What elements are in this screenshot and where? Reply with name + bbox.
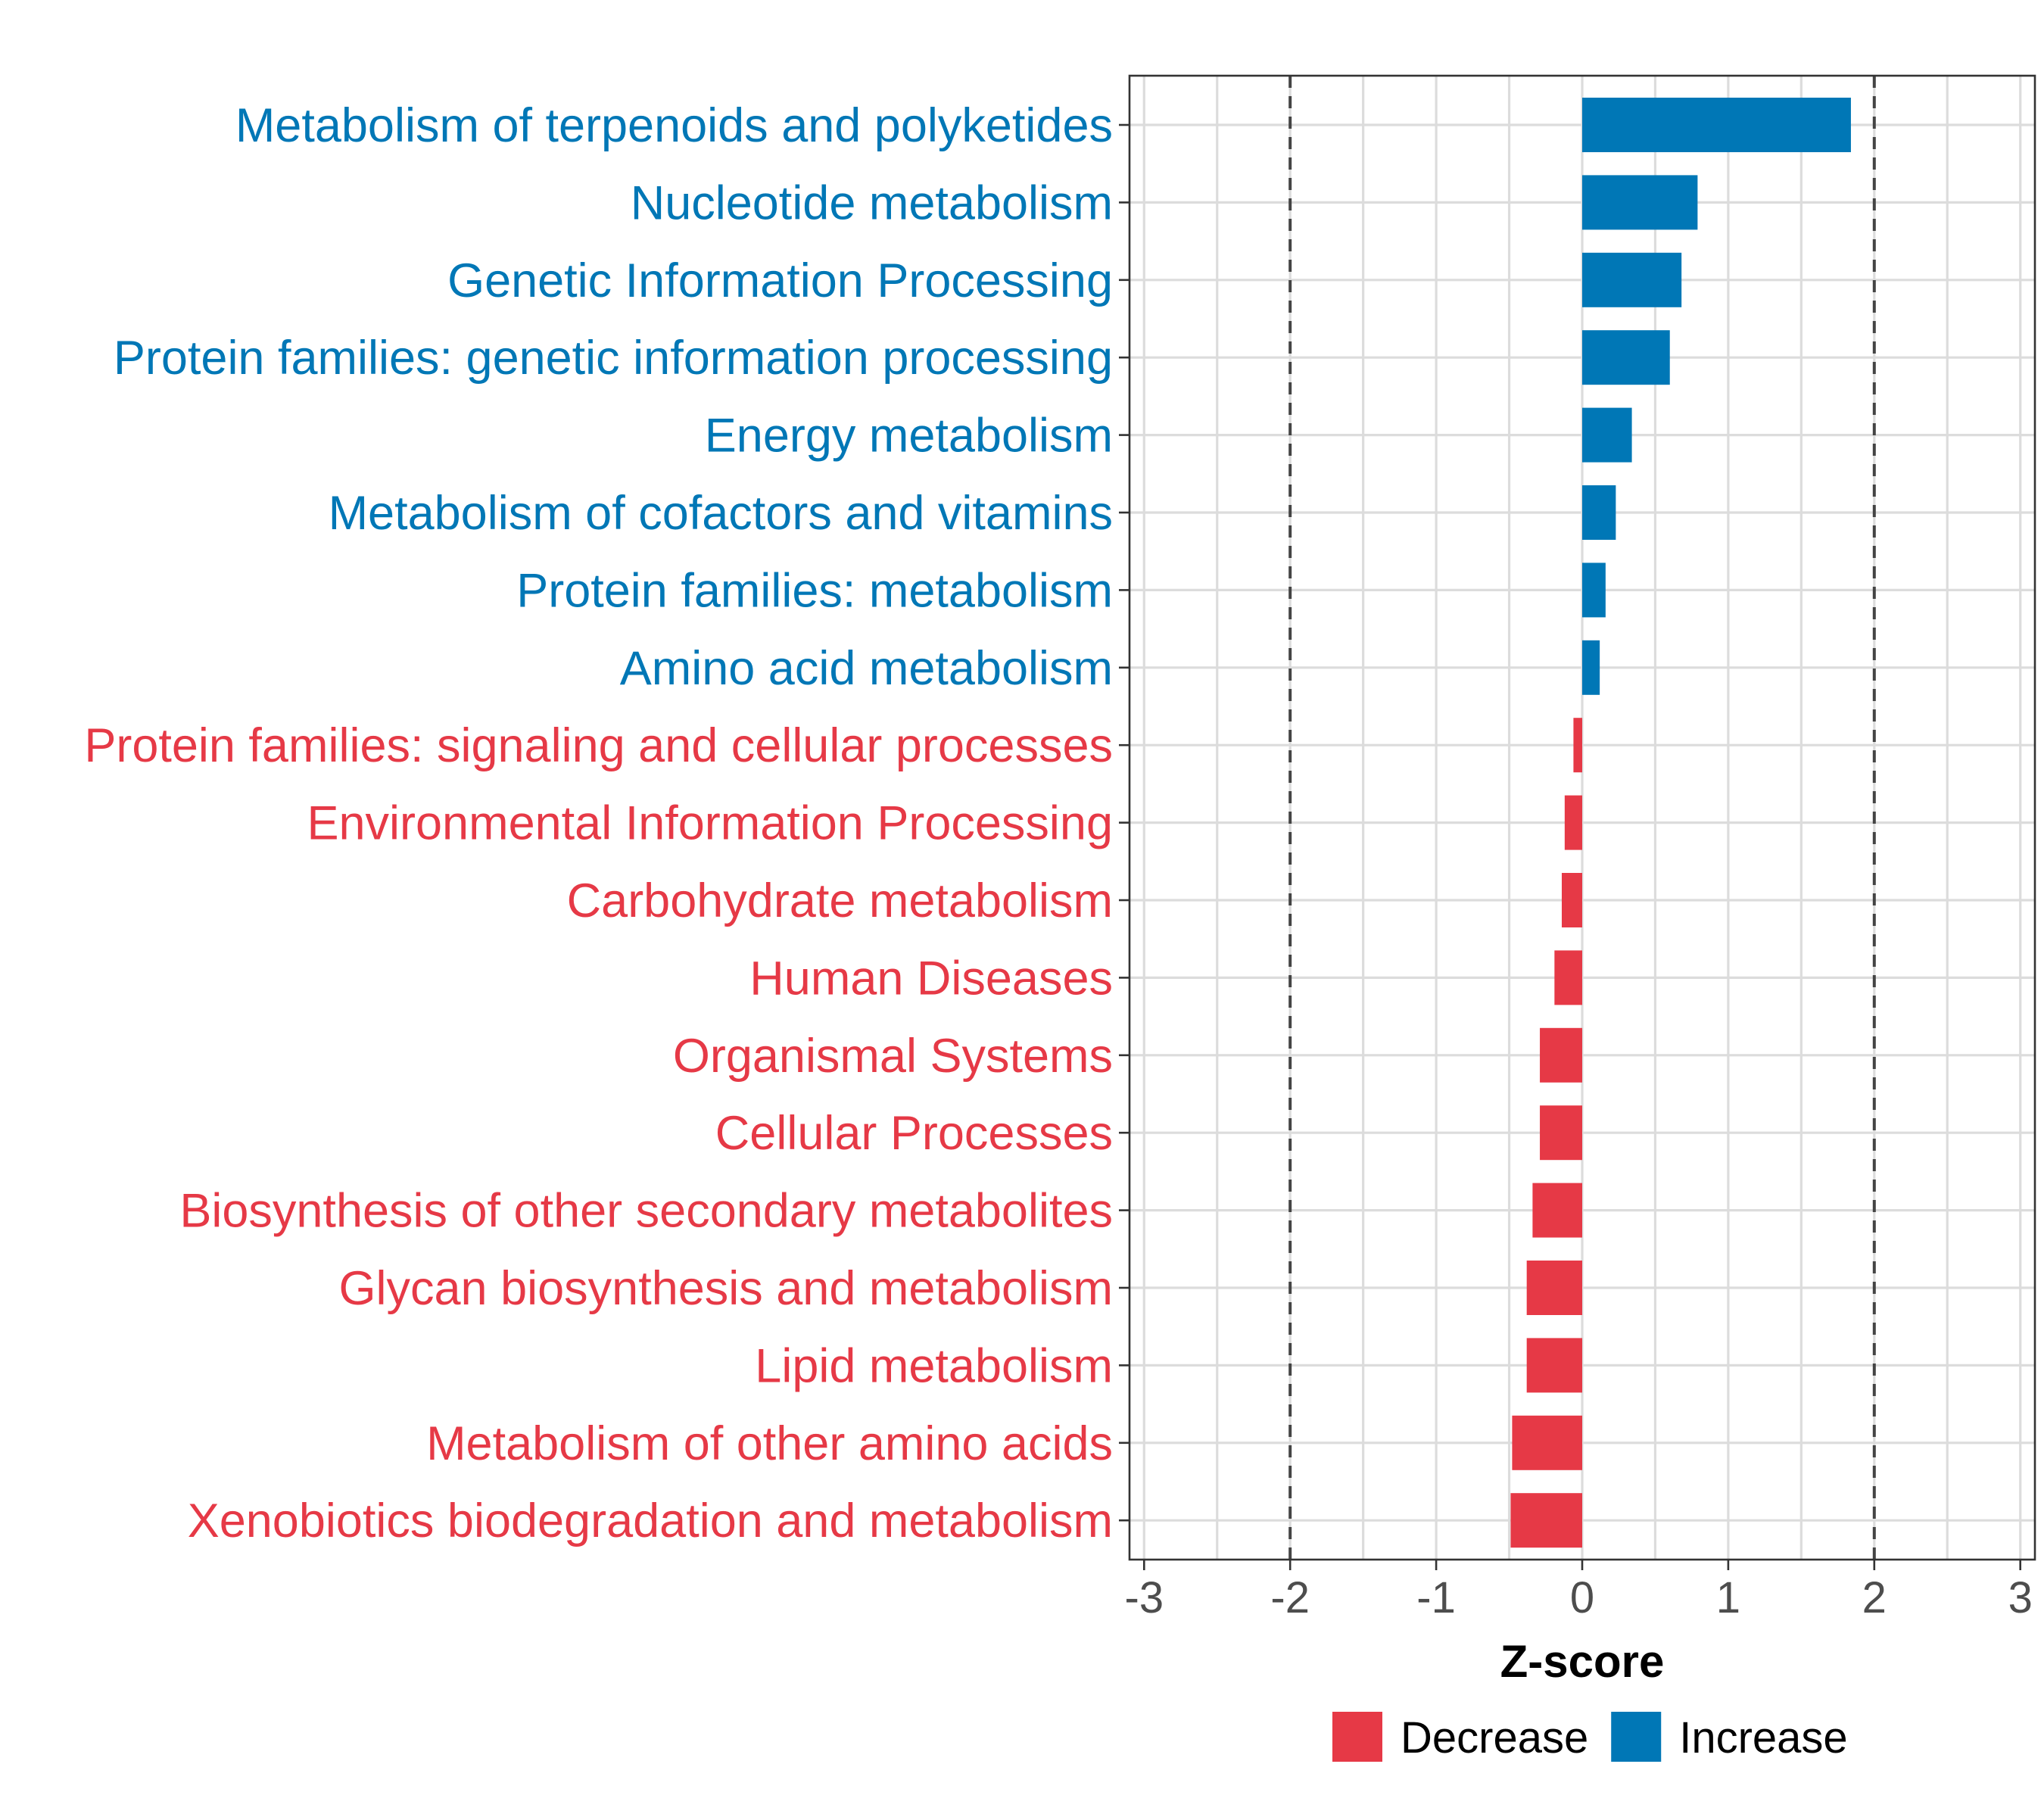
bar <box>1561 873 1582 927</box>
bar <box>1512 1415 1582 1470</box>
category-label: Human Diseases <box>749 952 1113 1005</box>
bar <box>1540 1027 1582 1083</box>
x-tick-label: 3 <box>2008 1573 2033 1622</box>
x-tick-label: -3 <box>1125 1573 1164 1622</box>
category-label: Protein families: genetic information pr… <box>114 332 1113 385</box>
category-label: Metabolism of terpenoids and polyketides <box>235 99 1113 152</box>
category-label: Organismal Systems <box>673 1030 1113 1083</box>
bar <box>1582 485 1616 540</box>
x-tick-label: -2 <box>1270 1573 1310 1622</box>
x-tick-label: 0 <box>1570 1573 1594 1622</box>
legend-label: Decrease <box>1401 1713 1588 1762</box>
bar <box>1582 640 1600 695</box>
category-label: Lipid metabolism <box>755 1339 1113 1392</box>
category-label: Energy metabolism <box>705 410 1113 463</box>
category-label: Nucleotide metabolism <box>631 176 1113 229</box>
bar <box>1540 1105 1582 1161</box>
category-label: Metabolism of cofactors and vitamins <box>329 487 1113 540</box>
category-label: Protein families: signaling and cellular… <box>84 719 1113 772</box>
x-tick-label: 1 <box>1716 1573 1740 1622</box>
reference-lines <box>1288 76 1876 1560</box>
y-axis: Metabolism of terpenoids and polyketides… <box>84 99 1129 1547</box>
legend-label: Increase <box>1679 1713 1847 1762</box>
bar <box>1582 330 1670 385</box>
bar <box>1526 1261 1582 1315</box>
x-axis: -3 -2 -1 0 1 2 3 <box>1125 1560 2033 1622</box>
bar <box>1582 175 1698 230</box>
x-axis-title: Z-score <box>1500 1636 1665 1687</box>
category-label: Carbohydrate metabolism <box>567 874 1113 927</box>
bar <box>1564 795 1582 850</box>
bar <box>1582 563 1606 618</box>
category-label: Cellular Processes <box>715 1107 1113 1160</box>
bar <box>1582 252 1682 307</box>
category-label: Xenobiotics biodegradation and metabolis… <box>188 1494 1113 1547</box>
bar <box>1582 98 1851 152</box>
category-label: Protein families: metabolism <box>516 564 1113 617</box>
category-label: Environmental Information Processing <box>307 797 1113 850</box>
x-tick-label: 2 <box>1862 1573 1887 1622</box>
bar <box>1510 1493 1582 1548</box>
bar <box>1554 950 1582 1005</box>
category-label: Biosynthesis of other secondary metaboli… <box>179 1185 1113 1238</box>
category-label: Glycan biosynthesis and metabolism <box>339 1262 1114 1315</box>
x-tick-label: -1 <box>1416 1573 1456 1622</box>
bar <box>1532 1183 1582 1238</box>
category-label: Genetic Information Processing <box>447 254 1113 307</box>
bar <box>1526 1338 1582 1393</box>
category-label: Metabolism of other amino acids <box>426 1417 1113 1470</box>
category-label: Amino acid metabolism <box>620 642 1113 695</box>
legend-key <box>1611 1712 1662 1762</box>
bars <box>1510 98 1851 1548</box>
bar <box>1573 718 1582 773</box>
legend: Decrease Increase <box>1332 1712 1848 1762</box>
bar <box>1582 407 1632 463</box>
legend-key <box>1332 1712 1382 1762</box>
